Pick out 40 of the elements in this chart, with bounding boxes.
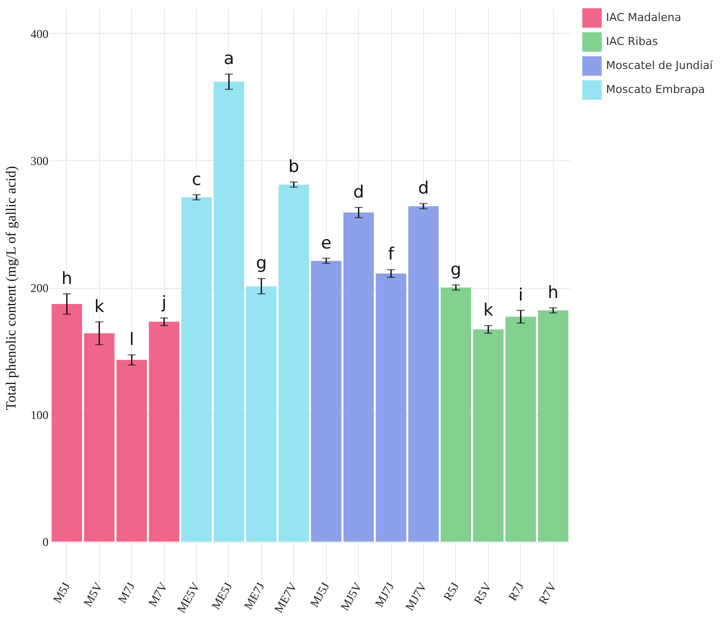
bar — [278, 184, 310, 542]
bar — [310, 260, 342, 542]
bar — [343, 212, 374, 542]
y-tick-label: 300 — [30, 154, 48, 168]
annotation: h — [548, 282, 559, 303]
annotation: j — [160, 292, 166, 313]
bar — [246, 286, 277, 542]
annotation: g — [256, 254, 267, 274]
bar — [440, 288, 472, 542]
annotation: e — [320, 233, 332, 254]
annotation: k — [483, 300, 494, 321]
annotation: g — [450, 260, 462, 280]
annotation: b — [288, 157, 300, 178]
annotation: k — [94, 296, 104, 317]
bar — [52, 304, 82, 542]
x-tick-label: R5J — [440, 580, 462, 604]
bar — [84, 333, 115, 542]
annotation: a — [224, 49, 234, 70]
annotation: c — [192, 170, 202, 190]
bar — [505, 316, 536, 542]
y-tick-label: 200 — [30, 281, 48, 295]
y-axis-title: Total phenolic content (mg/L of gallic acid) — [4, 166, 20, 410]
annotation: l — [129, 330, 134, 350]
legend-label: IAC Madalena — [606, 11, 682, 24]
annotation: d — [353, 182, 364, 202]
y-tick-label: 400 — [30, 26, 48, 41]
legend-label: Moscato Embrapa — [606, 83, 705, 96]
y-tick-label: 100 — [30, 408, 48, 422]
bar — [538, 310, 568, 542]
bar — [148, 322, 180, 542]
y-tick-label: 0 — [42, 535, 48, 550]
x-tick-label: R7J — [505, 580, 527, 604]
bar — [473, 329, 504, 542]
annotation: f — [388, 244, 396, 265]
annotation: i — [518, 285, 524, 306]
legend-label: IAC Ribas — [606, 35, 658, 48]
annotation: d — [418, 178, 429, 199]
legend-label: Moscatel de Jundiaí — [606, 59, 714, 72]
annotation: h — [61, 268, 72, 289]
bar — [116, 360, 147, 542]
